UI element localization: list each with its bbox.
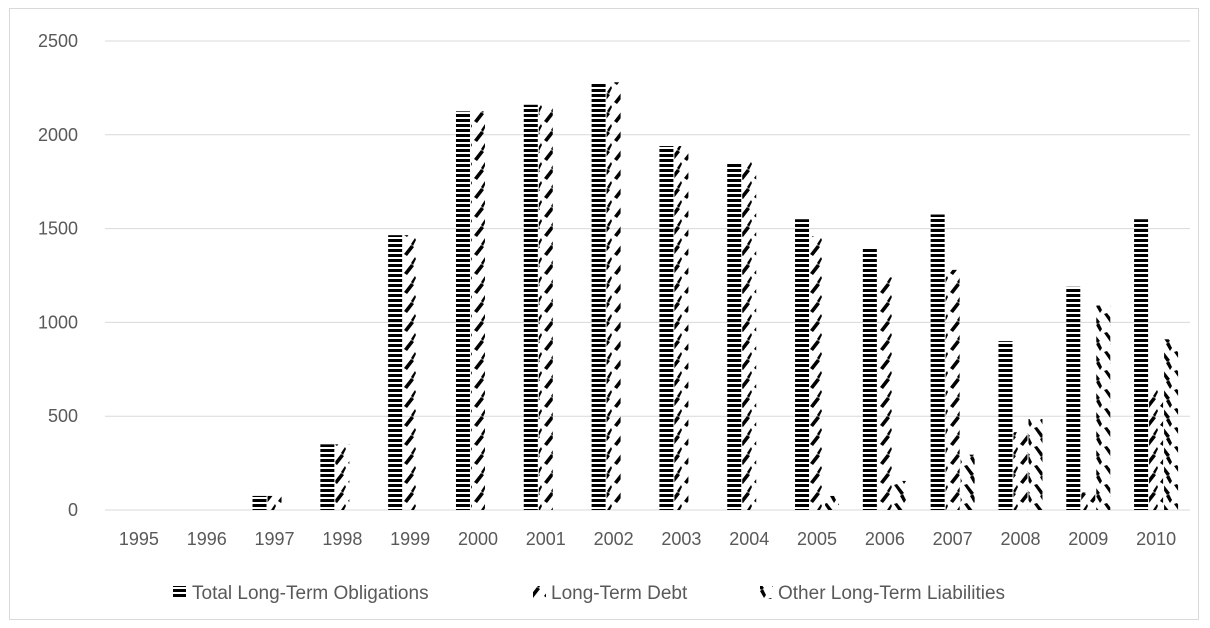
- x-tick-label: 2000: [458, 529, 498, 549]
- bar-3-2008: [1028, 419, 1043, 510]
- legend-swatch-3: [760, 586, 773, 599]
- x-tick-label: 2006: [865, 529, 905, 549]
- x-axis-tick-labels: 1995 1996 1997 1998 1999 2000 2001 2002 2003 2004…: [119, 529, 1176, 549]
- bar-1-2006: [862, 247, 877, 511]
- x-tick-label: 2002: [594, 529, 634, 549]
- bar-1-1997: [252, 495, 267, 510]
- x-tick-label: 2008: [1000, 529, 1040, 549]
- x-tick-label: 2003: [661, 529, 701, 549]
- x-tick-label: 2004: [729, 529, 769, 549]
- y-tick-label: 1000: [38, 312, 78, 332]
- bar-3-2009: [1096, 305, 1111, 510]
- bar-2-2010: [1149, 389, 1164, 510]
- bar-1-2004: [727, 163, 742, 511]
- bar-2-1997: [267, 495, 282, 510]
- x-tick-label: 1996: [187, 529, 227, 549]
- bar-1-2000: [455, 111, 470, 510]
- bar-2-2009: [1081, 492, 1096, 510]
- legend-label-3: Other Long-Term Liabilities: [778, 583, 1005, 604]
- bar-3-2005: [825, 495, 840, 510]
- bar-1-2009: [1066, 286, 1081, 510]
- bar-2-2004: [742, 162, 757, 510]
- bar-2-2005: [810, 236, 825, 510]
- bar-2-1999: [403, 235, 418, 510]
- y-tick-label: 2500: [38, 31, 78, 51]
- x-tick-label: 2009: [1068, 529, 1108, 549]
- x-tick-label: 2005: [797, 529, 837, 549]
- bar-1-2007: [930, 214, 945, 510]
- y-tick-label: 2000: [38, 125, 78, 145]
- x-tick-label: 1997: [255, 529, 295, 549]
- x-tick-label: 2007: [933, 529, 973, 549]
- y-tick-label: 1500: [38, 219, 78, 239]
- bar-1-2003: [659, 146, 674, 510]
- bar-2-2000: [470, 111, 485, 510]
- bar-3-2010: [1164, 339, 1179, 510]
- legend-swatch-2: [533, 586, 546, 599]
- bar-1-2001: [523, 104, 538, 510]
- bar-2-2006: [877, 277, 892, 510]
- bar-1-1998: [320, 444, 335, 510]
- legend-swatch-1: [173, 586, 186, 599]
- x-tick-label: 1999: [390, 529, 430, 549]
- bar-2-2008: [1013, 432, 1028, 510]
- bar-1-2005: [795, 219, 810, 510]
- x-tick-label: 2010: [1136, 529, 1176, 549]
- legend: Total Long-Term Obligations Long-Term Deb…: [173, 583, 1005, 604]
- bar-1-1999: [388, 235, 403, 510]
- bar-1-2002: [591, 82, 606, 510]
- legend-label-2: Long-Term Debt: [551, 583, 688, 604]
- y-tick-label: 500: [48, 406, 78, 426]
- bar-1-2010: [1134, 219, 1149, 510]
- chart-container: 0 500 1000 1500 2000 2500 1995 1996 1997 1998 199…: [9, 8, 1199, 620]
- y-tick-label: 0: [68, 500, 78, 520]
- x-tick-label: 2001: [526, 529, 566, 549]
- bar-2-1998: [335, 444, 350, 510]
- bar-2-2007: [945, 269, 960, 510]
- bar-2-2003: [674, 146, 689, 510]
- x-tick-label: 1995: [119, 529, 159, 549]
- bar-2-2002: [606, 82, 621, 510]
- bar-1-2008: [998, 341, 1013, 510]
- y-axis-tick-labels: 0 500 1000 1500 2000 2500: [38, 31, 78, 520]
- bar-3-2006: [892, 480, 907, 510]
- bars: [252, 82, 1179, 511]
- legend-label-1: Total Long-Term Obligations: [192, 583, 429, 604]
- bar-3-2007: [960, 454, 975, 510]
- bar-2-2001: [538, 104, 553, 510]
- x-tick-label: 1998: [322, 529, 362, 549]
